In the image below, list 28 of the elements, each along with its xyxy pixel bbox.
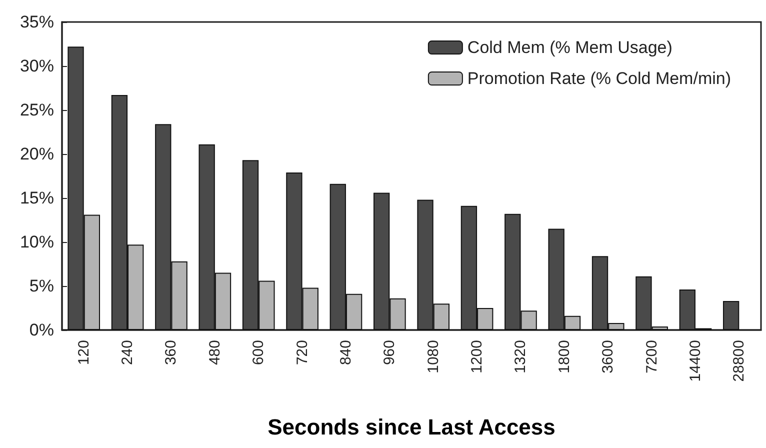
y-tick-label: 5% — [29, 276, 54, 296]
y-tick-label: 20% — [20, 144, 54, 164]
y-tick-label: 35% — [20, 12, 54, 32]
x-tick-label: 840 — [337, 340, 354, 366]
x-tick-label: 7200 — [643, 340, 660, 374]
y-tick-label: 30% — [20, 56, 54, 76]
y-tick-label: 25% — [20, 100, 54, 120]
x-tick-label: 1320 — [512, 340, 530, 374]
bar — [722, 300, 740, 330]
x-tick-label: 1200 — [468, 340, 486, 374]
x-tick-label: 240 — [119, 340, 136, 366]
x-tick-label: 720 — [294, 340, 311, 366]
x-tick-label: 1080 — [424, 340, 442, 374]
x-tick-label: 14400 — [686, 340, 704, 382]
x-tick-label: 480 — [206, 340, 224, 366]
x-axis-title: Seconds since Last Access — [268, 414, 556, 440]
y-tick-label: 15% — [20, 188, 54, 208]
x-tick-label: 360 — [162, 340, 180, 366]
legend-label: Cold Mem (% Mem Usage) — [467, 38, 672, 57]
x-tick-label: 960 — [381, 340, 398, 366]
x-tick-label: 1800 — [556, 340, 573, 374]
x-tick-label: 3600 — [600, 340, 617, 374]
x-tick-label: 600 — [250, 340, 268, 366]
x-tick-label: 28800 — [730, 340, 748, 382]
x-tick-label: 120 — [75, 340, 92, 366]
y-tick-label: 0% — [29, 320, 54, 340]
y-tick-label: 10% — [20, 232, 54, 252]
legend-label: Promotion Rate (% Cold Mem/min) — [467, 69, 732, 88]
